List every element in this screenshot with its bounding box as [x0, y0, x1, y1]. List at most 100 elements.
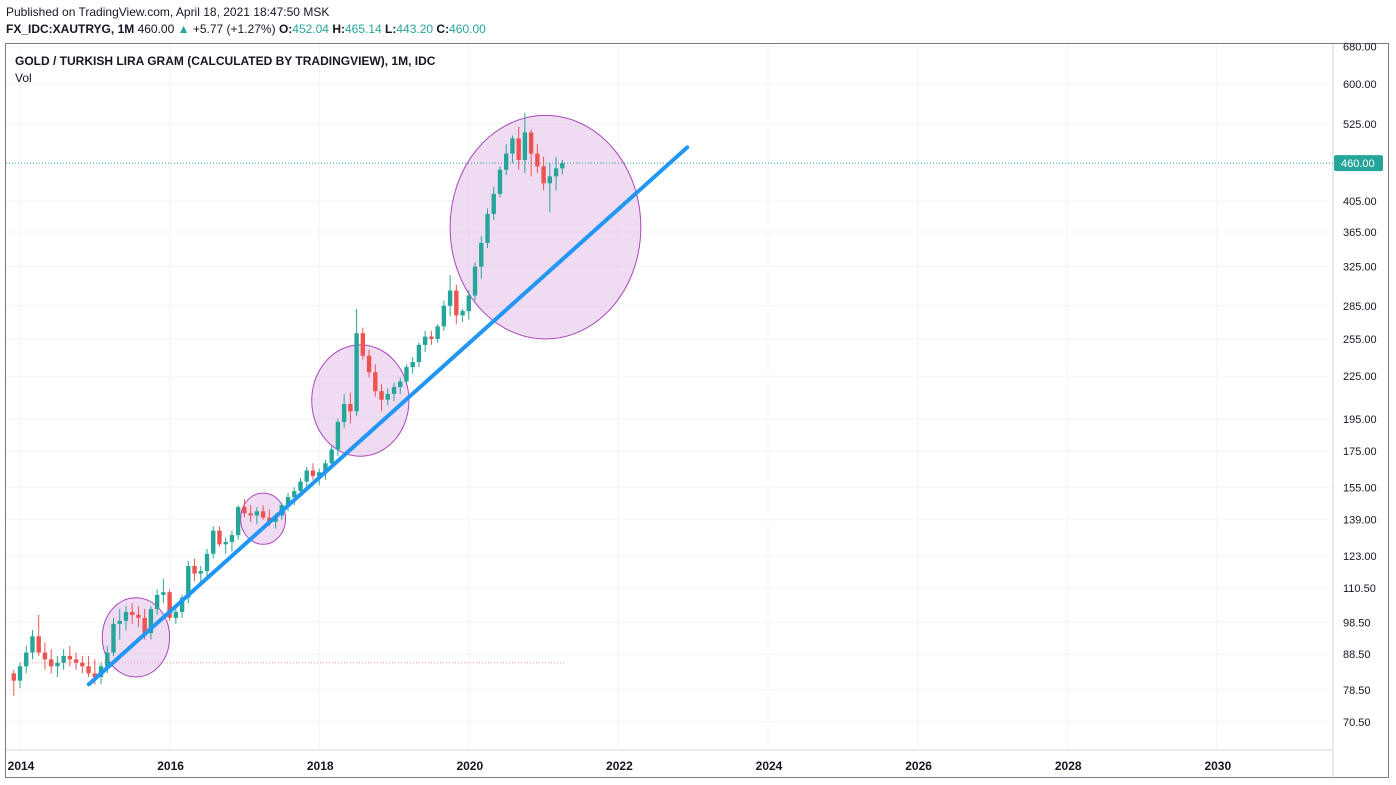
x-tick-label: 2026: [905, 759, 932, 773]
y-tick-label: 680.00: [1343, 42, 1377, 54]
candle-body: [198, 571, 203, 574]
candle-body: [522, 132, 528, 160]
ohlc-line: FX_IDC:XAUTRYG, 1M 460.00 ▲ +5.77 (+1.27…: [6, 22, 486, 36]
last-price-tag-label: 460.00: [1341, 158, 1375, 170]
close-value: 460.00: [449, 22, 486, 36]
candle-body: [73, 659, 79, 663]
change-value: +5.77 (+1.27%): [192, 22, 276, 36]
y-tick-label: 225.00: [1343, 371, 1377, 383]
candle-body: [148, 609, 154, 634]
y-tick-label: 110.50: [1343, 583, 1376, 595]
candle-body: [510, 138, 515, 154]
candle-body: [55, 662, 60, 667]
x-tick-label: 2022: [606, 759, 633, 773]
candle-body: [335, 421, 341, 450]
candle-body: [373, 372, 378, 392]
high-value: 465.14: [345, 22, 382, 36]
y-tick-label: 525.00: [1343, 119, 1377, 131]
open-label: O:: [278, 22, 293, 36]
y-tick-label: 155.00: [1343, 482, 1377, 494]
candle-body: [192, 566, 197, 574]
candle-body: [416, 344, 422, 363]
y-tick-label: 285.00: [1343, 301, 1377, 313]
y-tick-label: 325.00: [1343, 262, 1377, 274]
candle-body: [379, 391, 384, 400]
x-tick-label: 2028: [1055, 759, 1082, 773]
symbol-label: FX_IDC:XAUTRYG, 1M: [6, 22, 135, 36]
candle-body: [211, 530, 216, 554]
candle-body: [310, 470, 316, 476]
close-label: C:: [436, 22, 450, 36]
candle-body: [130, 611, 135, 615]
candle-body: [447, 290, 453, 306]
candle-body: [217, 530, 222, 545]
y-tick-label: 88.50: [1343, 649, 1371, 661]
candle-body: [223, 541, 228, 545]
candle-body: [292, 491, 297, 498]
y-tick-label: 255.00: [1343, 334, 1377, 346]
candle-body: [422, 336, 428, 345]
candle-body: [92, 673, 97, 677]
candle-body: [329, 449, 334, 464]
candle-body: [242, 507, 247, 514]
candle-body: [80, 662, 85, 667]
candle-body: [24, 652, 29, 667]
last-price-tag: [1334, 155, 1383, 172]
candle-body: [454, 290, 459, 316]
candle-body: [516, 138, 521, 160]
candle-body: [504, 153, 509, 170]
candle-body: [260, 511, 266, 518]
up-arrow-icon: ▲: [177, 22, 190, 36]
candle-body: [541, 166, 546, 184]
candle-body: [485, 213, 490, 243]
candle-body: [304, 470, 309, 482]
candle-body: [11, 673, 16, 681]
candle-body: [528, 132, 534, 154]
x-tick-label: 2030: [1204, 759, 1231, 773]
candle-body: [186, 566, 191, 598]
candle-body: [497, 169, 503, 194]
candle-body: [354, 333, 359, 412]
candle-body: [86, 666, 91, 674]
y-tick-label: 405.00: [1343, 196, 1377, 208]
candle-body: [248, 513, 253, 516]
candle-body: [229, 535, 235, 542]
low-label: L:: [385, 22, 397, 36]
candle-body: [298, 481, 303, 492]
candle-body: [460, 311, 465, 316]
trendline: [86, 145, 690, 687]
candle-body: [154, 594, 160, 610]
candle-body: [547, 176, 553, 184]
candle-body: [404, 367, 409, 382]
high-label: H:: [332, 22, 345, 36]
y-tick-label: 139.00: [1343, 515, 1377, 527]
candle-body: [123, 611, 129, 621]
low-value: 443.20: [396, 22, 434, 36]
candle-body: [472, 266, 478, 296]
candle-body: [142, 617, 147, 634]
x-tick-label: 2016: [157, 759, 184, 773]
candle-body: [317, 472, 322, 476]
candle-body: [441, 305, 447, 327]
highlight-oval: [449, 114, 642, 340]
y-tick-label: 365.00: [1343, 227, 1377, 239]
candle-body: [366, 355, 372, 373]
candle-body: [385, 393, 390, 400]
y-tick-label: 600.00: [1343, 79, 1377, 91]
candle-body: [136, 614, 141, 618]
candle-body: [348, 403, 353, 412]
x-tick-label: 2018: [307, 759, 334, 773]
candle-body: [466, 295, 471, 312]
candle-body: [254, 511, 260, 516]
candle-body: [111, 623, 116, 653]
open-value: 452.04: [292, 22, 329, 36]
candle-body: [435, 326, 440, 339]
candle-body: [42, 652, 48, 660]
y-tick-label: 175.00: [1343, 446, 1377, 458]
candle-body: [391, 387, 397, 394]
y-tick-label: 98.50: [1343, 617, 1371, 629]
candle-body: [553, 168, 559, 177]
candle-body: [341, 403, 347, 422]
y-tick-label: 195.00: [1343, 414, 1377, 426]
